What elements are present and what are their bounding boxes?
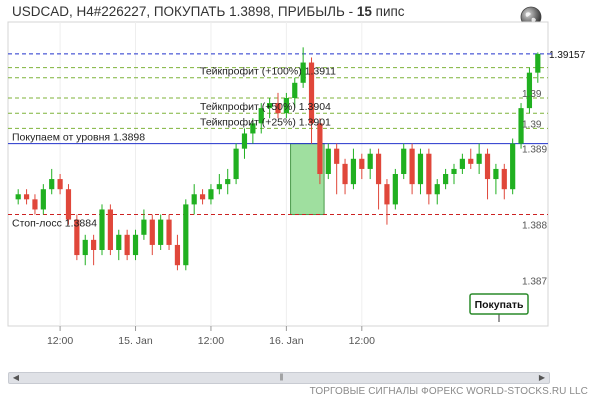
candle-body (292, 82, 298, 98)
y-tick-label: 1.389 (522, 145, 547, 156)
candle-body (342, 163, 348, 185)
candle-body (518, 108, 524, 144)
level-label: Стоп-лосс 1.3884 (12, 218, 97, 230)
candle-body (350, 158, 357, 185)
candle-body (459, 158, 465, 169)
candle-body (334, 148, 340, 164)
candle-body (166, 219, 172, 245)
candle-body (191, 194, 197, 205)
candle-body (57, 179, 63, 190)
y-tick-label: 1.39 (522, 119, 542, 130)
candle-body (434, 184, 440, 195)
candle-body (241, 133, 248, 149)
chart-header-title: USDCAD, H4#226227, ПОКУПАТЬ 1.3898, ПРИБ… (12, 4, 405, 19)
candle-body (476, 153, 482, 164)
candle-body (74, 219, 80, 256)
candle-body (23, 194, 30, 200)
x-tick-label: 16. Jan (269, 335, 304, 347)
y-tick-label: 1.387 (522, 276, 547, 287)
candle-body (149, 219, 155, 245)
candle-body (535, 53, 541, 73)
candle-body (409, 148, 415, 185)
scroll-right-arrow-icon[interactable]: ▶ (538, 373, 546, 382)
candle-body (267, 103, 273, 109)
candle-body (199, 194, 206, 200)
candle-body (417, 153, 424, 185)
y-tick-label: 1.388 (522, 221, 547, 232)
level-label: Тейкпрофит (+25%) 1.3901 (200, 116, 331, 128)
candle-body (49, 179, 55, 190)
candle-body (300, 62, 306, 83)
level-label: Тейкпрофит (+100%) 1.3911 (200, 66, 336, 78)
candle-body (15, 194, 21, 200)
candle-body (510, 143, 516, 190)
candle-body (82, 239, 88, 256)
candle-body (401, 148, 407, 174)
candle-body (132, 234, 139, 256)
buy-button-label: Покупать (475, 299, 524, 311)
x-tick-label: 12:00 (47, 335, 73, 347)
candle-body (91, 239, 97, 250)
candle-body (493, 168, 499, 180)
candle-body (484, 153, 491, 180)
candle-body (443, 174, 449, 185)
candle-body (124, 234, 130, 256)
header-title-prefix: USDCAD, H4#226227, ПОКУПАТЬ 1.3898, ПРИБ… (12, 4, 357, 19)
candle-body (426, 153, 432, 195)
scroll-left-arrow-icon[interactable]: ◀ (12, 373, 20, 382)
candle-body (308, 62, 315, 124)
candle-body (183, 204, 189, 266)
x-tick-label: 12:00 (198, 335, 224, 347)
candle-body (258, 108, 264, 124)
candle-body (392, 174, 398, 205)
candle-body (468, 158, 474, 164)
candle-body (65, 189, 72, 220)
candle-body (158, 219, 164, 245)
buy-signal-button[interactable]: Покупать (469, 293, 529, 322)
candle-body (32, 199, 38, 210)
candle-body (141, 219, 147, 235)
scrollbar-grip[interactable]: ||| (279, 374, 283, 381)
candle-body (359, 158, 365, 169)
candle-body (233, 148, 239, 180)
candle-body (116, 234, 122, 250)
level-label: Покупаем от уровня 1.3898 (12, 132, 145, 144)
buy-button-frame (469, 293, 529, 315)
footer-credit: ТОРГОВЫЕ СИГНАЛЫ ФОРЕКС WORLD-STOCKS.RU … (309, 386, 588, 397)
candle-body (317, 123, 323, 174)
candle-body (216, 184, 222, 190)
candle-body (174, 244, 181, 266)
level-label: Тейкпрофит (+50%) 1.3904 (200, 101, 331, 113)
profit-pips-value: 15 (356, 4, 372, 19)
candle-body (208, 189, 214, 200)
candle-body (451, 168, 457, 174)
candle-body (225, 179, 231, 185)
candle-body (526, 72, 533, 109)
candle-body (275, 103, 281, 114)
x-tick-label: 12:00 (349, 335, 375, 347)
candle-body (325, 148, 331, 174)
candle-body (40, 189, 46, 210)
candle-body (367, 153, 373, 169)
candle-body (384, 184, 390, 205)
plot-area (7, 21, 549, 327)
y-tick-label: 1.39 (522, 89, 542, 100)
x-tick-label: 15. Jan (118, 335, 153, 347)
candle-body (250, 123, 256, 134)
pips-unit: пипс (371, 4, 405, 19)
current-price-label: 1.39157 (549, 50, 586, 61)
chart-scrollbar[interactable]: ◀ ||| ▶ (8, 372, 550, 384)
candle-body (375, 153, 382, 185)
candle-body (283, 98, 289, 114)
candle-body (107, 209, 113, 250)
candle-body (99, 209, 105, 250)
candle-body (501, 168, 507, 190)
